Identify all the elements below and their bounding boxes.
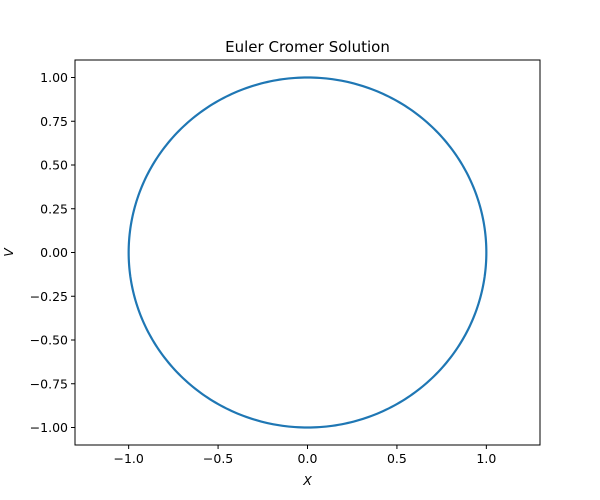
x-tick-label: 1.0 — [476, 451, 496, 466]
y-tick-label: 0.25 — [40, 201, 68, 216]
x-tick-label: −1.0 — [113, 451, 143, 466]
x-axis: −1.0 −0.5 0.0 0.5 1.0 — [113, 445, 496, 466]
axes-background — [75, 60, 540, 445]
y-tick-label: 0.75 — [40, 114, 68, 129]
y-tick-label: −0.75 — [30, 376, 68, 391]
y-axis: 1.00 0.75 0.50 0.25 0.00 −0.25 −0.50 −0.75 −1.00 — [30, 70, 75, 435]
y-tick-label: 0.00 — [40, 245, 68, 260]
x-axis-label: X — [302, 473, 312, 488]
plot-area — [74, 59, 541, 446]
y-tick-label: −0.50 — [30, 333, 68, 348]
y-tick-label: −1.00 — [30, 420, 68, 435]
series-line — [127, 76, 488, 429]
y-tick-label: 0.50 — [40, 158, 68, 173]
x-tick-label: 0.5 — [387, 451, 407, 466]
y-axis-label: V — [1, 247, 16, 257]
chart-title: Euler Cromer Solution — [225, 38, 390, 56]
y-tick-label: −0.25 — [30, 289, 68, 304]
x-tick-label: 0.0 — [298, 451, 318, 466]
x-tick-label: −0.5 — [203, 451, 233, 466]
series-layer — [127, 76, 488, 429]
y-tick-label: 1.00 — [40, 70, 68, 85]
